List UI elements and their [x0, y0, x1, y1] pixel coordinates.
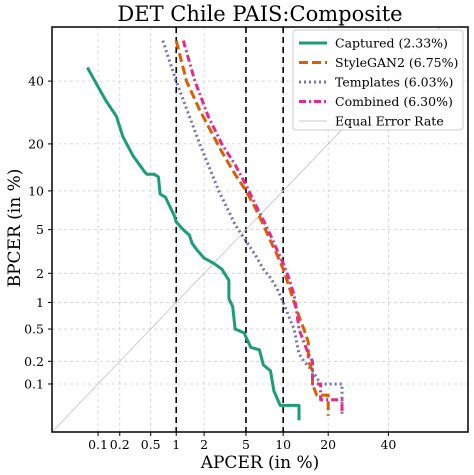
series-layer [52, 27, 441, 432]
y-tick-label: 0.1 [24, 376, 44, 391]
legend-label: Captured (2.33%) [335, 36, 448, 51]
y-tick-label: 5 [36, 222, 44, 237]
legend-label: Combined (6.30%) [335, 94, 453, 109]
x-tick-label: 2 [200, 437, 208, 452]
y-axis-label: BPCER (in %) [5, 169, 25, 288]
y-tick-label: 10 [28, 183, 44, 198]
x-tick-label: 10 [275, 437, 291, 452]
y-tick-label: 0.2 [24, 354, 44, 369]
y-tick-label: 20 [28, 136, 44, 151]
x-tick-label: 0.5 [141, 437, 161, 452]
x-tick-label: 20 [320, 437, 336, 452]
y-tick-label: 40 [28, 74, 44, 89]
y-tick-label: 1 [36, 295, 44, 310]
x-ticks: 0.1 0.2 0.5 1 2 5 10 20 40 [88, 432, 396, 452]
legend-label: Templates (6.03%) [335, 75, 453, 90]
x-tick-label: 0.2 [110, 437, 130, 452]
y-tick-label: 0.5 [24, 322, 44, 337]
series-line-3 [181, 40, 344, 412]
series-line-2 [161, 40, 344, 416]
x-tick-label: 5 [242, 437, 250, 452]
legend-box [292, 29, 464, 131]
y-tick-label: 2 [36, 266, 44, 281]
legend: Captured (2.33%) StyleGAN2 (6.75%) Templat… [292, 29, 464, 131]
x-tick-label: 0.1 [88, 437, 108, 452]
x-tick-label: 40 [380, 437, 396, 452]
legend-label: StyleGAN2 (6.75%) [335, 55, 458, 70]
chart-title: DET Chile PAIS:Composite [117, 2, 402, 26]
x-tick-label: 1 [172, 437, 180, 452]
legend-label: Equal Error Rate [335, 114, 444, 129]
x-axis-label: APCER (in %) [200, 453, 320, 473]
y-ticks: 0.1 0.2 0.5 1 2 5 10 20 40 [24, 74, 52, 391]
series-line-0 [86, 66, 301, 421]
